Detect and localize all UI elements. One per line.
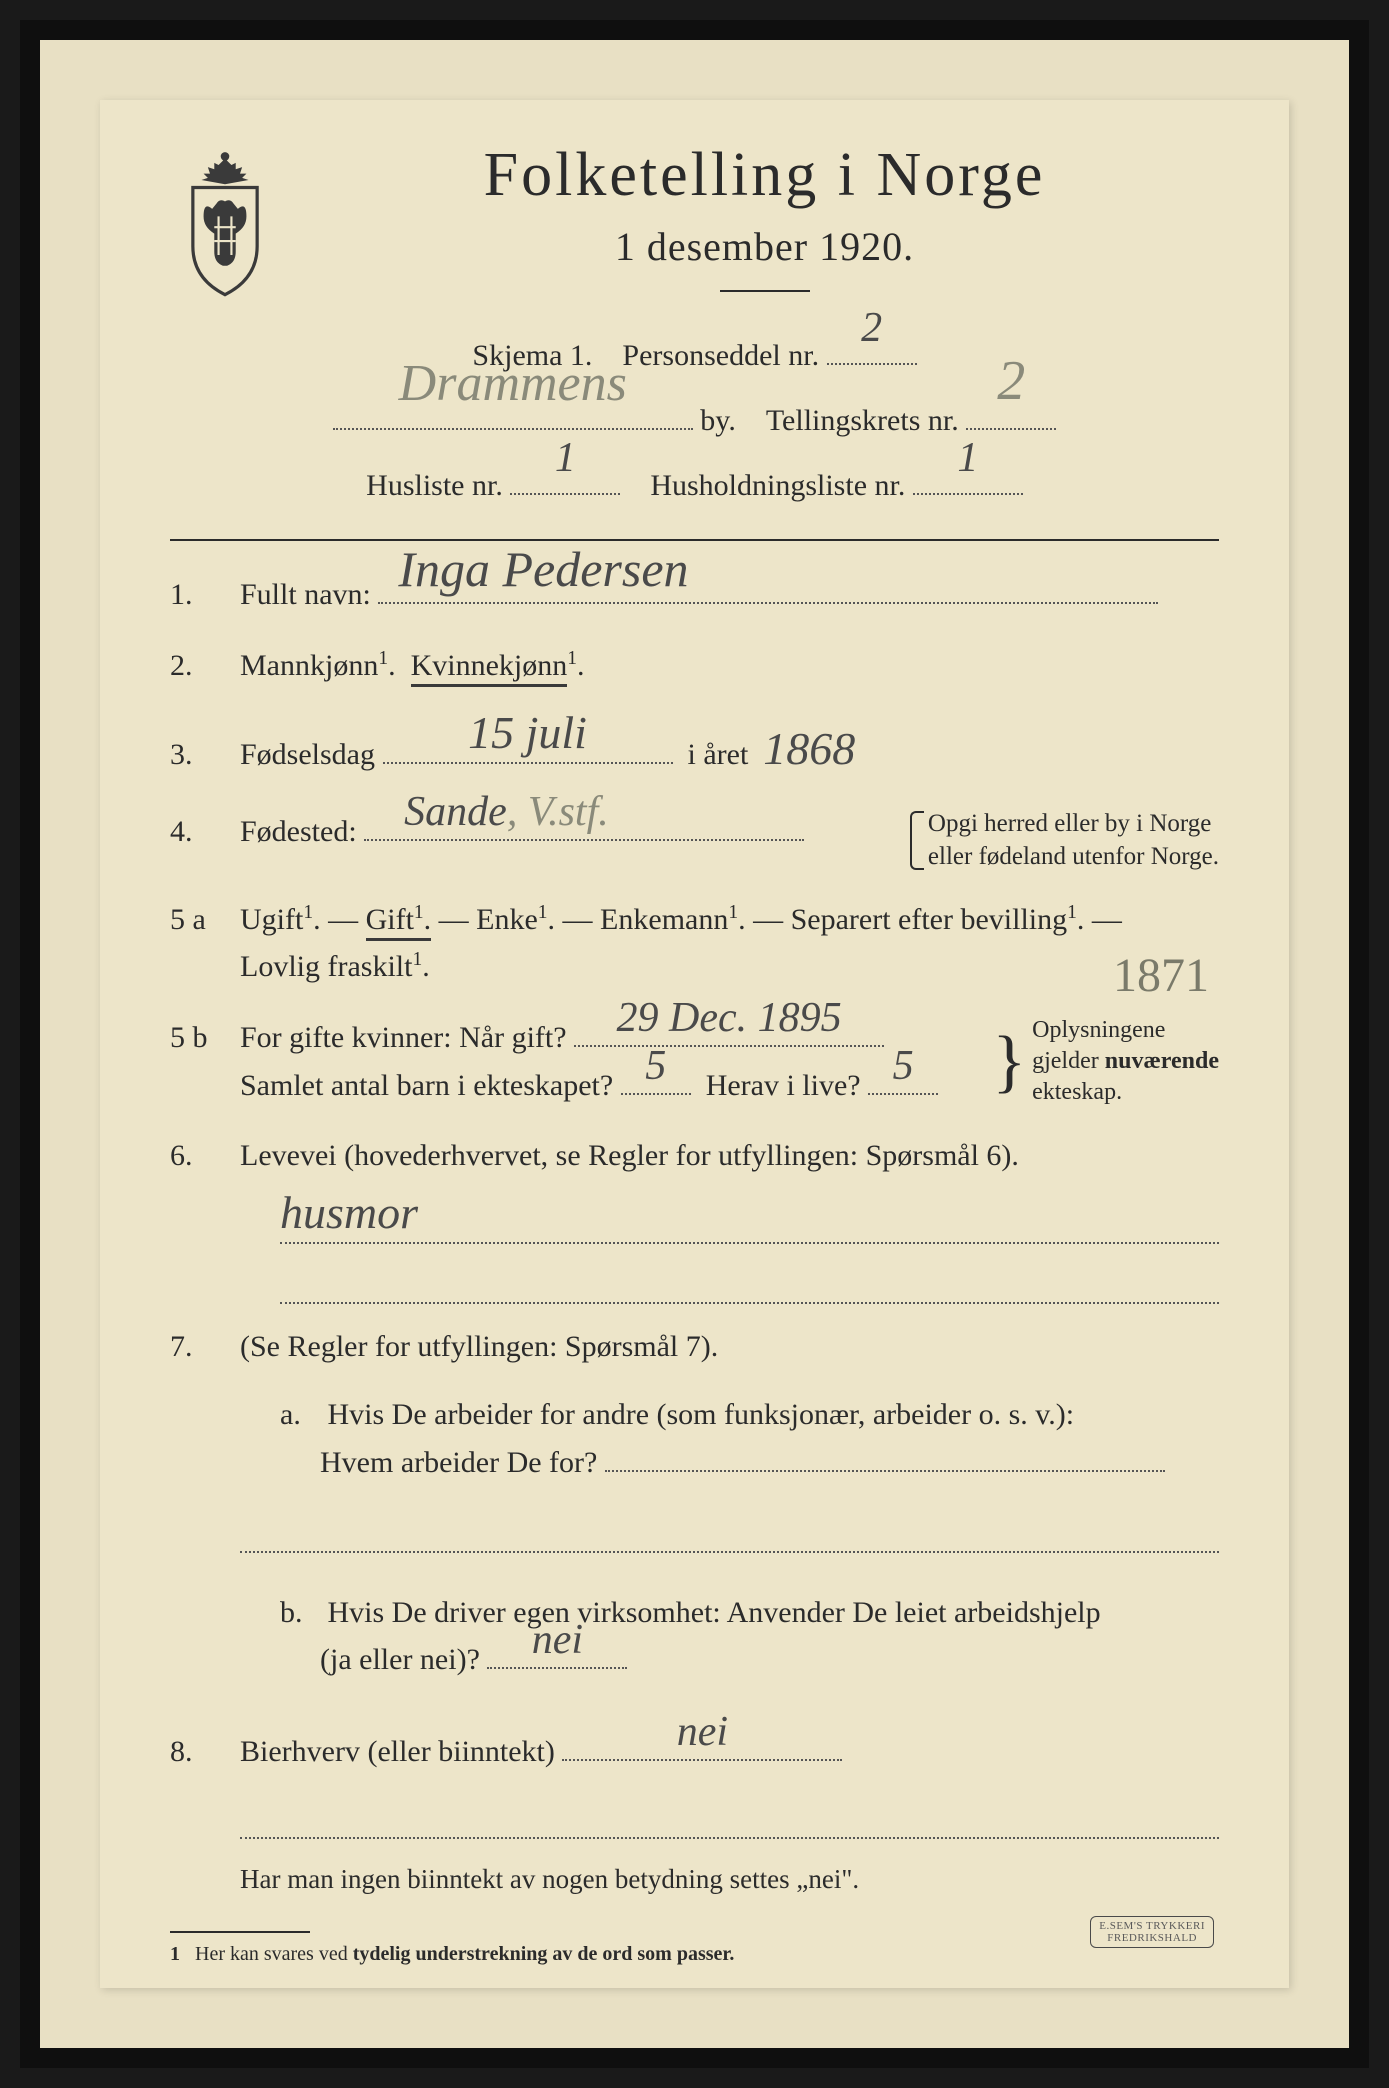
q7b: b. Hvis De driver egen virksomhet: Anven… [280,1590,1219,1684]
q8-label: Bierhverv (eller biinntekt) [240,1735,555,1768]
q7a: a. Hvis De arbeider for andre (som funks… [280,1392,1219,1486]
q1-value: Inga Pedersen [398,531,688,609]
q8-blank-line [240,1799,1219,1839]
q4-label: Fødested: [240,815,357,848]
q5b-barn-value: 5 [645,1034,666,1099]
tellingskrets-label: Tellingskrets nr. [766,404,959,437]
q8: 8. Bierhverv (eller biinntekt) nei [170,1728,1219,1776]
q3-label-a: Fødselsdag [240,738,375,771]
husliste-value: 1 [555,419,576,499]
meta-block: Skjema 1. Personseddel nr. 2 Drammens by… [170,327,1219,514]
q2-num: 2. [170,643,240,690]
q3-day: 15 juli [468,697,587,768]
husholdning-label: Husholdningsliste nr. [650,469,905,502]
q4-note: Opgi herred eller by i Norge eller fødel… [910,808,1219,873]
title-block: Folketelling i Norge 1 desember 1920. [310,140,1219,317]
q2-opt-b-underlined: Kvinnekjønn [411,649,568,687]
q4-num: 4. [170,809,240,856]
printer-stamp: E.SEM'S TRYKKERIFREDRIKSHALD [1090,1916,1214,1948]
main-title: Folketelling i Norge [310,140,1219,211]
personseddel-label: Personseddel nr. [622,339,819,372]
q6-value: husmor [280,1177,418,1248]
q8-value: nei [677,1700,728,1765]
q3-label-b: i året [688,738,749,771]
tellingskrets-value: 2 [997,328,1025,434]
q7b-value: nei [532,1608,583,1673]
q5a-tail: Lovlig fraskilt1. [240,950,430,983]
q5b-num: 5 b [170,1015,240,1062]
meta-line-3: Husliste nr. 1 Husholdningsliste nr. 1 [170,457,1219,514]
q5a: 5 a Ugift1. — Gift1. — Enke1. — Enkemann… [170,897,1219,990]
q7-num: 7. [170,1324,240,1371]
by-suffix: by. [700,404,736,437]
title-divider [720,290,810,292]
meta-line-1: Skjema 1. Personseddel nr. 2 [170,327,1219,384]
subtitle: 1 desember 1920. [310,223,1219,270]
husholdning-value: 1 [957,419,978,499]
by-value: Drammens [399,335,627,434]
q6-num: 6. [170,1133,240,1180]
q5a-opt-gift-underlined: Gift1. [366,903,432,941]
q4-value: Sande, V.stf. [404,780,609,845]
document-paper: Folketelling i Norge 1 desember 1920. Sk… [100,100,1289,1988]
q6-answer-line: husmor [280,1204,1219,1244]
form-body: 1. Fullt navn: Inga Pedersen 2. Mannkjøn… [170,571,1219,1901]
q1: 1. Fullt navn: Inga Pedersen [170,571,1219,619]
q7a-blank2 [240,1520,1219,1553]
scan-frame: Folketelling i Norge 1 desember 1920. Sk… [20,20,1369,2068]
q5b: 5 b For gifte kvinner: Når gift? 29 Dec.… [170,1014,1219,1109]
q7b-letter: b. [280,1590,320,1637]
section-rule [170,539,1219,541]
header: Folketelling i Norge 1 desember 1920. [170,140,1219,317]
q7a-label: Hvis De arbeider for andre (som funksjon… [328,1398,1075,1431]
q5a-opt-ugift: Ugift1. [240,903,321,936]
q2: 2. Mannkjønn1. Kvinnekjønn1. [170,643,1219,690]
q7a-label2: Hvem arbeider De for? [320,1446,597,1479]
meta-line-2: Drammens by. Tellingskrets nr. 2 [170,392,1219,449]
tail-note: Har man ingen biinntekt av nogen betydni… [240,1859,1219,1901]
q5b-label-a: For gifte kvinner: Når gift? [240,1021,567,1054]
husliste-label: Husliste nr. [366,469,503,502]
q6: 6. Levevei (hovederhvervet, se Regler fo… [170,1133,1219,1180]
q5a-margin-note: 1871 [1113,939,1209,1013]
q7a-blank [605,1439,1165,1472]
brace-icon: } [993,1044,1027,1079]
q5a-opt-enkemann: Enkemann1. [600,903,746,936]
coat-of-arms-icon [170,150,280,300]
q5b-label-c: Herav i live? [706,1069,861,1102]
footnote: 1 Her kan svares ved tydelig understrekn… [170,1943,1219,1966]
q1-num: 1. [170,572,240,619]
q5a-opt-separert: Separert efter bevilling1. [791,903,1085,936]
q4: 4. Fødested: Sande, V.stf. Opgi herred e… [170,808,1219,873]
footnote-rule [170,1931,310,1933]
q7-label: (Se Regler for utfyllingen: Spørsmål 7). [240,1330,718,1363]
q7a-letter: a. [280,1392,320,1439]
q5b-live-value: 5 [893,1034,914,1099]
q6-blank-line [280,1264,1219,1304]
q5b-label-b: Samlet antal barn i ekteskapet? [240,1069,613,1102]
q5a-num: 5 a [170,897,240,944]
q3-year: 1868 [763,713,855,784]
q6-label: Levevei (hovederhvervet, se Regler for u… [240,1139,1019,1172]
q5b-note: Oplysningene gjelder nuværende ekteskap. [1032,1015,1219,1109]
q1-label: Fullt navn: [240,578,371,611]
q3: 3. Fødselsdag 15 juli i året 1868 [170,713,1219,784]
q8-num: 8. [170,1729,240,1776]
personseddel-value: 2 [861,289,882,369]
q3-num: 3. [170,732,240,779]
q5a-opt-enke: Enke1. [476,903,555,936]
q2-opt-a: Mannkjønn1. [240,649,396,682]
q7b-label2: (ja eller nei)? [320,1643,480,1676]
q7b-label: Hvis De driver egen virksomhet: Anvender… [328,1596,1101,1629]
q7: 7. (Se Regler for utfyllingen: Spørsmål … [170,1324,1219,1704]
